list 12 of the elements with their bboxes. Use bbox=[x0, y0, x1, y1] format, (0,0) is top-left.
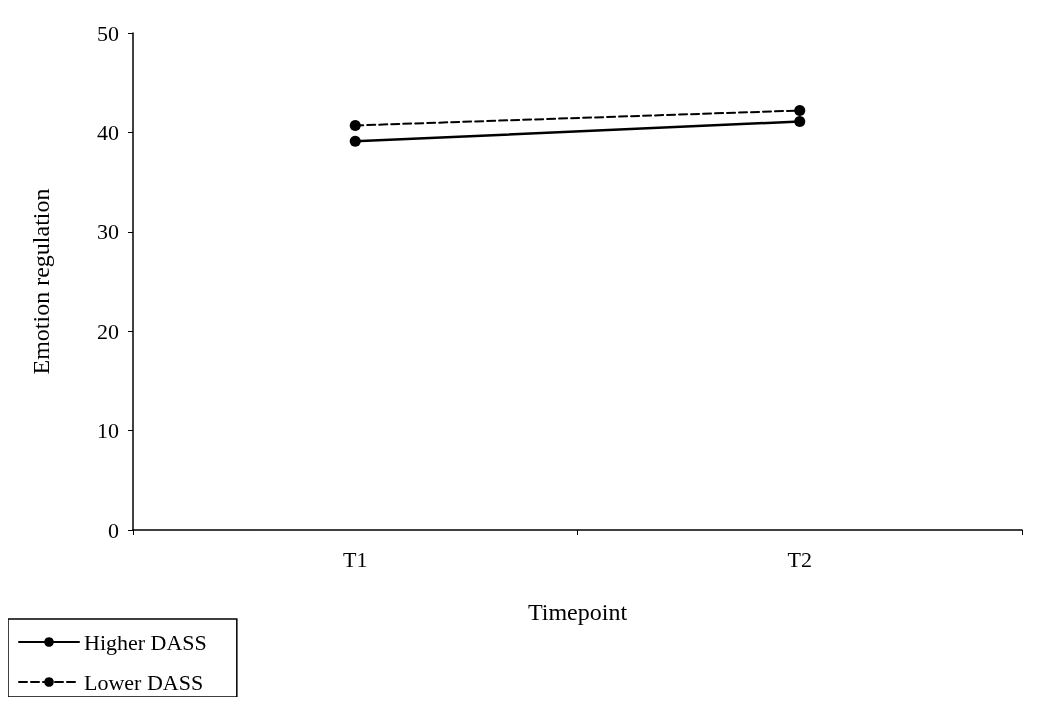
y-tick-label: 20 bbox=[97, 318, 119, 344]
y-tick-label: 10 bbox=[97, 418, 119, 444]
legend-label: Higher DASS bbox=[84, 629, 207, 655]
y-tick-label: 50 bbox=[97, 20, 119, 46]
x-tick-label: T1 bbox=[343, 546, 368, 572]
y-tick-label: 40 bbox=[97, 119, 119, 145]
x-axis-title: Timepoint bbox=[527, 599, 628, 625]
y-axis-title: Emotion regulation bbox=[28, 188, 54, 375]
y-tick-label: 30 bbox=[97, 219, 119, 245]
x-tick-label: T2 bbox=[787, 546, 812, 572]
legend-label: Lower DASS bbox=[84, 669, 204, 695]
y-tick-label: 0 bbox=[108, 517, 119, 543]
